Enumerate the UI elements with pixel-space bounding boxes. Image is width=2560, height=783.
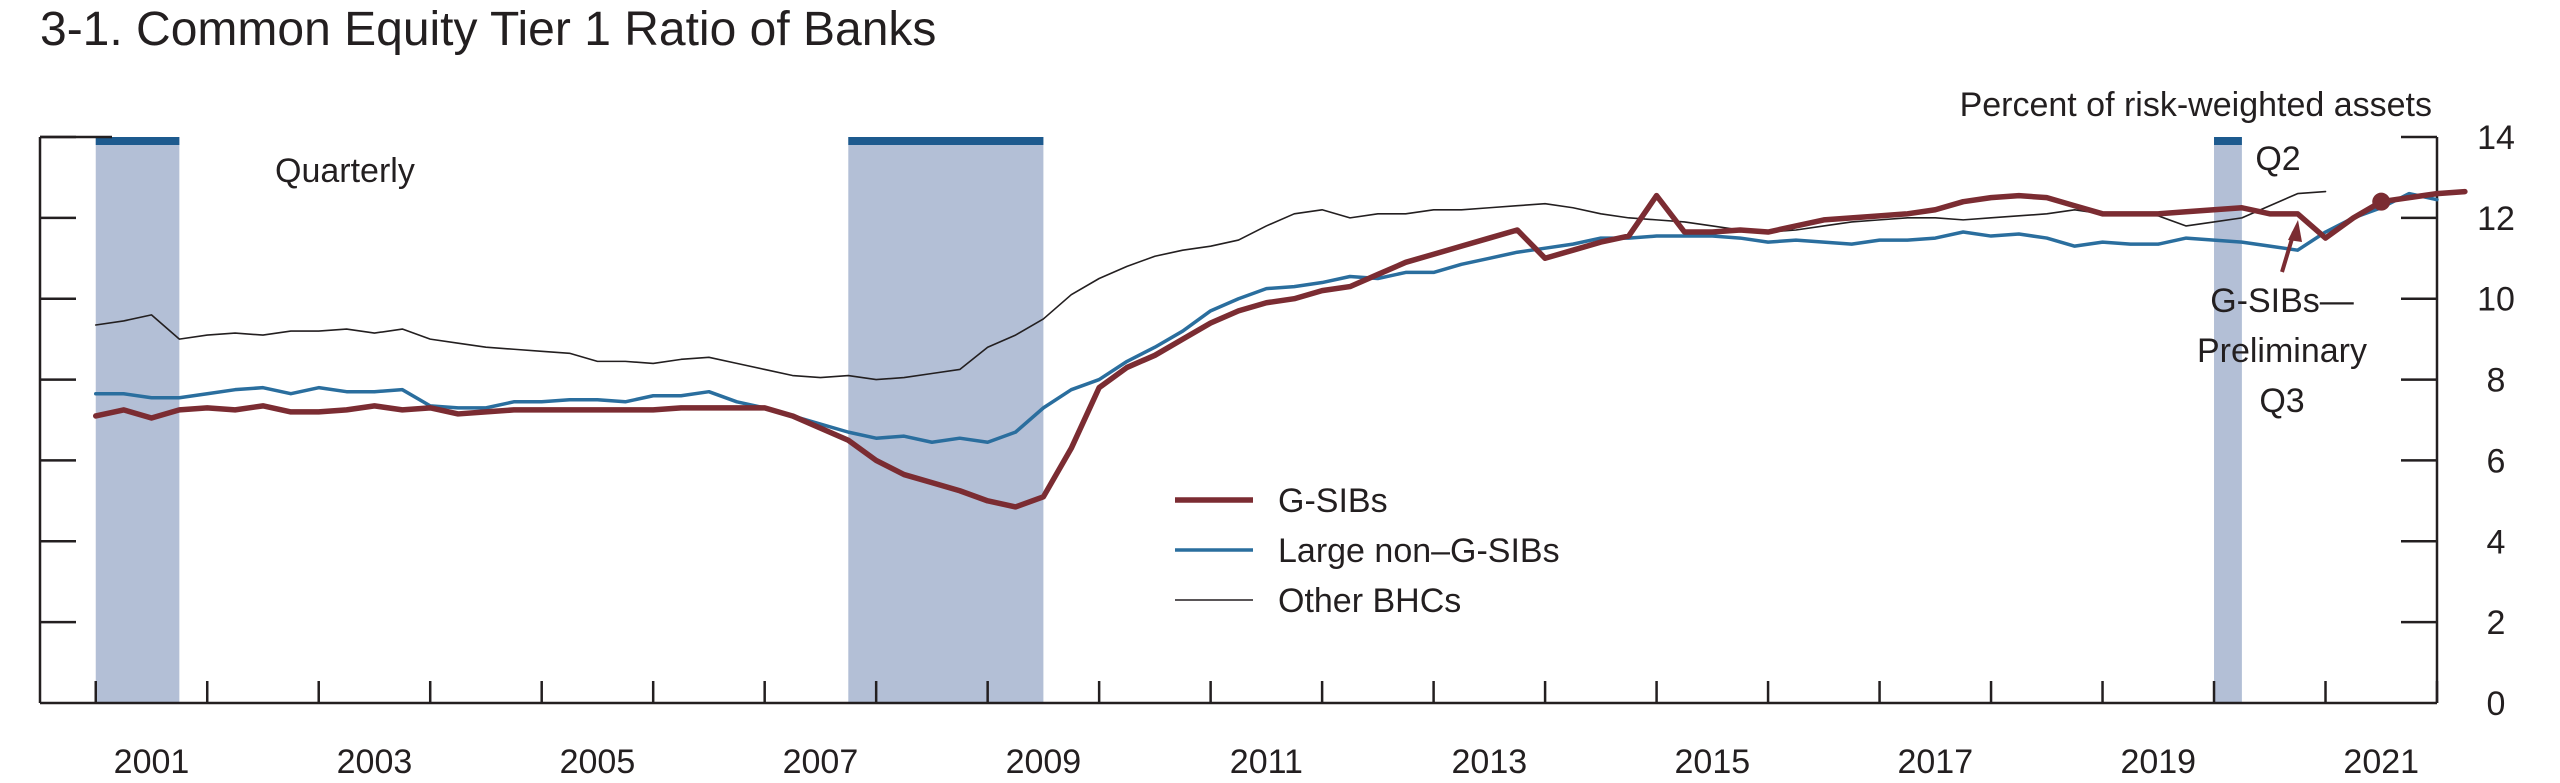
frequency-label: Quarterly (275, 152, 415, 190)
x-tick-label-2013: 2013 (1452, 743, 1528, 781)
x-tick-label-2019: 2019 (2120, 743, 2196, 781)
q2-annotation: Q2 (2255, 140, 2300, 178)
x-tick-label-2015: 2015 (1675, 743, 1751, 781)
y-tick-label-4: 4 (2487, 523, 2506, 561)
recession-band-1 (848, 137, 1044, 703)
x-tick-label-2003: 2003 (337, 743, 413, 781)
y-tick-label-10: 10 (2477, 281, 2515, 319)
x-tick-label-2001: 2001 (114, 743, 190, 781)
x-tick-label-2021: 2021 (2343, 743, 2419, 781)
axes-layer: 0 2 4 6 8 10 12 14 2001 2003 2005 2007 2009 2011 2013 2… (38, 119, 2515, 781)
recession-band-0 (95, 137, 180, 703)
label-layer: Quarterly Percent of risk-weighted assets… (275, 86, 2432, 420)
recession-marker-1 (848, 137, 1044, 145)
preliminary-label-line-1: Preliminary (2197, 332, 2367, 370)
x-tick-label-2011: 2011 (1230, 743, 1303, 781)
series-line-1 (93, 191, 2439, 444)
chart-title: 3-1. Common Equity Tier 1 Ratio of Banks (40, 3, 937, 56)
recession-band-2 (2214, 137, 2242, 703)
series-line-2 (94, 190, 2327, 381)
x-tick-label-2017: 2017 (1897, 743, 1973, 781)
x-tick-label-2005: 2005 (560, 743, 636, 781)
series-line-0 (92, 188, 2468, 510)
y-tick-label-2: 2 (2487, 604, 2506, 642)
y-tick-label-0: 0 (2487, 685, 2506, 723)
legend-label-2: Other BHCs (1278, 582, 1461, 620)
legend: G-SIBs Large non–G-SIBs Other BHCs (1175, 482, 1560, 620)
preliminary-label-line-2: Q3 (2259, 382, 2304, 420)
preliminary-label-line-0: G-SIBs— (2210, 282, 2354, 320)
legend-label-1: Large non–G-SIBs (1278, 532, 1560, 570)
y-axis-label: Percent of risk-weighted assets (1960, 86, 2432, 124)
recession-shading-layer (95, 137, 2242, 703)
x-tick-label-2009: 2009 (1006, 743, 1082, 781)
series-layer (92, 188, 2468, 510)
y-tick-label-6: 6 (2487, 442, 2506, 480)
preliminary-arrow-head (2288, 220, 2302, 242)
y-tick-label-12: 12 (2477, 200, 2515, 238)
recession-marker-2 (2214, 137, 2242, 145)
g-sibs-preliminary-point (2372, 192, 2391, 211)
legend-label-0: G-SIBs (1278, 482, 1388, 520)
y-tick-label-8: 8 (2487, 362, 2506, 400)
y-tick-label-14: 14 (2477, 119, 2515, 157)
recession-marker-0 (95, 137, 180, 145)
x-tick-label-2007: 2007 (783, 743, 859, 781)
